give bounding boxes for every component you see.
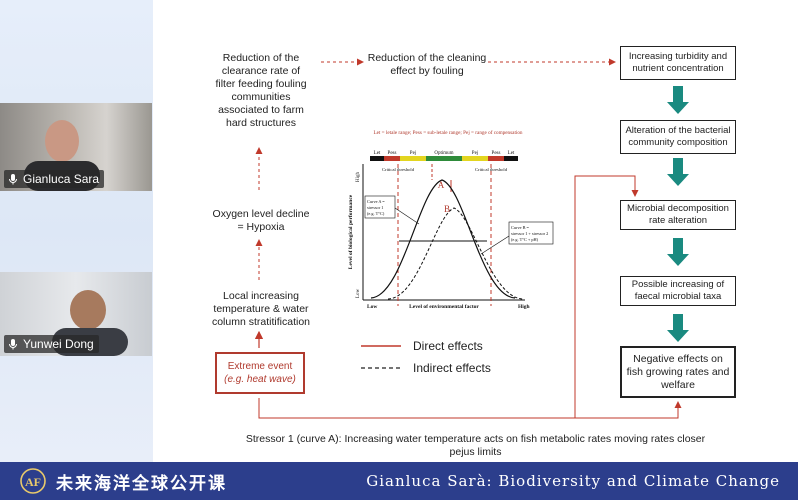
- bacterial-community-box: Alteration of the bacterial community co…: [620, 120, 736, 154]
- graph-header: Let = letale range; Pess = sub-letale ra…: [373, 129, 522, 136]
- diagram-arrows: [254, 58, 689, 419]
- negative-effects-box: Negative effects on fish growing rates a…: [620, 346, 736, 398]
- microphone-icon: [9, 339, 17, 350]
- note-b-text: stressor 1 + stressor 2: [511, 231, 548, 236]
- legend-indirect: Indirect effects: [413, 361, 491, 375]
- critical-threshold-left: Critical threshold: [382, 167, 415, 172]
- critical-threshold-right: Critical threshold: [475, 167, 508, 172]
- curve-a: [370, 179, 516, 299]
- y-axis-label: Level of biological performance: [348, 194, 354, 269]
- participants-panel: Gianluca Sara Yunwei Dong: [0, 0, 153, 462]
- legend-direct: Direct effects: [413, 339, 483, 353]
- footer-chinese-title: 未来海洋全球公开课: [56, 473, 227, 494]
- bar-label: Let: [374, 151, 381, 156]
- cleaning-effect-text: Reduction of the cleaning effect by foul…: [367, 52, 487, 77]
- video-tile-gianluca[interactable]: Gianluca Sara: [0, 103, 152, 191]
- video-tile-yunwei[interactable]: Yunwei Dong: [0, 272, 152, 356]
- turbidity-box: Increasing turbidity and nutrient concen…: [620, 46, 736, 80]
- x-axis-label: Level of environmental factor: [409, 304, 479, 310]
- range-bar: [370, 156, 518, 161]
- note-a-pointer: [394, 207, 420, 225]
- curve-b: [387, 207, 524, 300]
- note-b-text: (e.g. T°C + pH): [511, 237, 539, 242]
- oxygen-decline-text: Oxygen level decline = Hypoxia: [212, 208, 310, 233]
- microphone-icon: [9, 174, 17, 185]
- participant-name: Yunwei Dong: [23, 337, 94, 351]
- curve-a-label: A: [438, 180, 445, 190]
- note-a-text: stressor 1: [367, 205, 383, 210]
- performance-curve-graph: Let = letale range; Pess = sub-letale ra…: [348, 129, 554, 310]
- x-low: Low: [367, 304, 377, 310]
- caption-line-2: pejus limits: [449, 446, 502, 458]
- bar-label: Pej: [472, 151, 478, 156]
- local-increasing-text: Local increasing temperature & water col…: [211, 290, 311, 328]
- lecture-title: Gianluca Sarà: Biodiversity and Climate …: [366, 472, 780, 490]
- faecal-taxa-box: Possible increasing of faecal microbial …: [620, 276, 736, 306]
- x-high: High: [518, 304, 530, 310]
- y-high: High: [356, 172, 361, 183]
- solid-connector: [574, 175, 639, 418]
- solid-connector: [258, 398, 682, 419]
- participant-name-tag: Gianluca Sara: [4, 170, 105, 188]
- bar-label: Let: [508, 151, 515, 156]
- reduction-clearance-text: Reduction of the clearance rate of filte…: [215, 52, 307, 129]
- teal-arrows: [667, 86, 689, 342]
- svg-text:AF: AF: [25, 475, 41, 489]
- extreme-event-label: Extreme event: [227, 361, 293, 372]
- extreme-event-box: Extreme event (e.g. heat wave): [215, 352, 305, 394]
- participant-name-tag: Yunwei Dong: [4, 335, 99, 353]
- bar-label: Pess: [492, 151, 501, 156]
- microbial-decomposition-box: Microbial decomposition rate alteration: [620, 200, 736, 230]
- participant-name: Gianluca Sara: [23, 172, 100, 186]
- note-a-box: [364, 195, 396, 219]
- caption-line-1: Stressor 1 (curve A): Increasing water t…: [245, 433, 706, 445]
- note-a-text: Curve A =: [367, 199, 385, 204]
- note-b-pointer: [480, 235, 510, 255]
- shared-slide: Reduction of the clearance rate of filte…: [153, 0, 798, 462]
- bar-label: Optimum: [434, 151, 453, 156]
- extreme-event-example: (e.g. heat wave): [224, 374, 296, 385]
- curve-b-label: B: [444, 204, 450, 214]
- bar-label: Pej: [410, 151, 416, 156]
- slide-caption: Stressor 1 (curve A): Increasing water t…: [153, 433, 798, 459]
- y-low: Low: [356, 288, 361, 298]
- note-b-box: [508, 221, 554, 245]
- lecture-logo-icon: AF: [20, 468, 46, 494]
- note-b-text: Curve B =: [511, 225, 530, 230]
- note-a-text: (e.g. T°C): [367, 211, 385, 216]
- bar-label: Pess: [388, 151, 397, 156]
- footer-banner: AF 未来海洋全球公开课 Gianluca Sarà: Biodiversity…: [0, 462, 798, 500]
